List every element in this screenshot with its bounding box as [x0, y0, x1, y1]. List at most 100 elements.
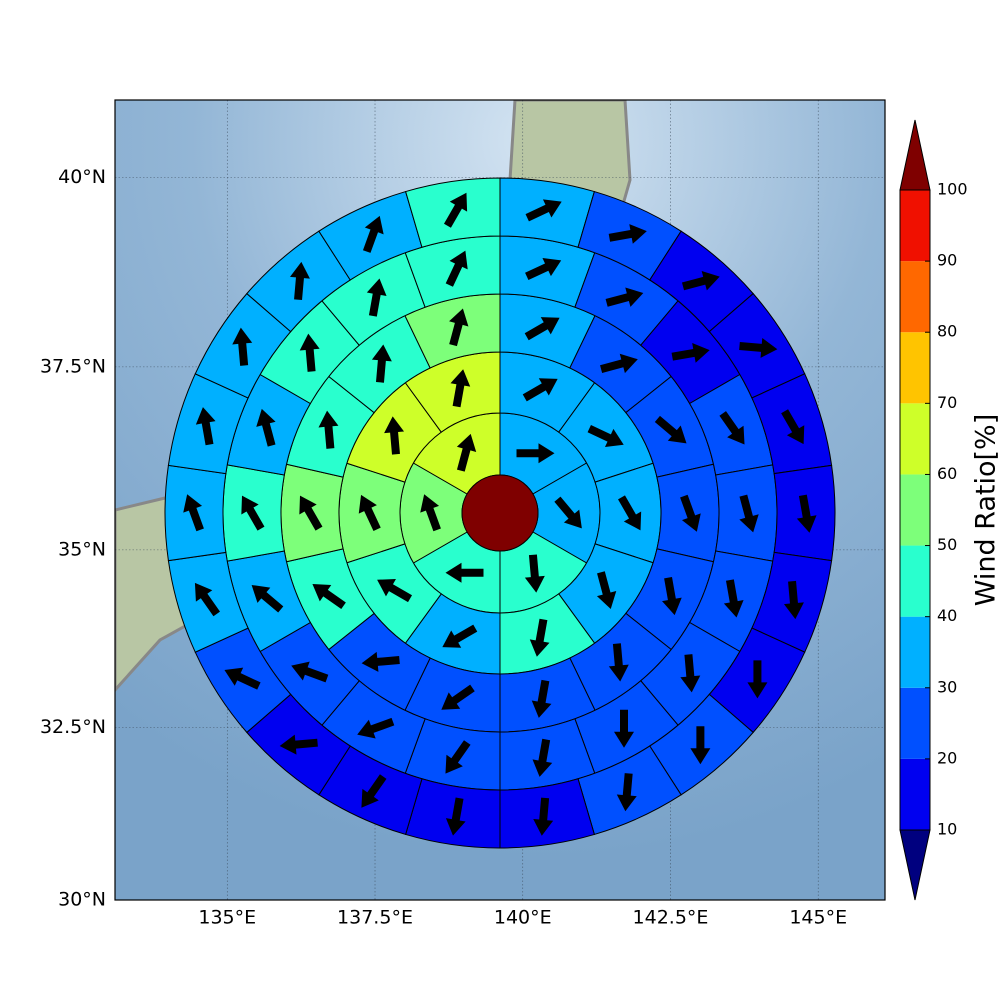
- wind-arrow: [289, 261, 310, 301]
- wind-arrow: [681, 271, 720, 291]
- wind-arrow: [608, 643, 629, 682]
- wind-arrow: [232, 327, 253, 366]
- ring-cell: [404, 778, 501, 849]
- wind-arrow: [449, 308, 469, 347]
- colorbar-over: [899, 119, 931, 191]
- wind-arrow: [450, 369, 471, 408]
- wind-arrow: [662, 577, 682, 616]
- wind-arrow: [299, 333, 320, 372]
- wind-arrow: [256, 408, 276, 447]
- wind-arrow: [532, 738, 553, 777]
- wind-arrow: [366, 278, 387, 317]
- wind-arrow: [357, 717, 395, 739]
- colorbar-tick-label: 50: [937, 535, 957, 554]
- colorbar-bin: [900, 545, 930, 617]
- colorbar-tick-label: 20: [937, 748, 957, 767]
- wind-arrow: [690, 726, 711, 765]
- colorbar-tick-label: 40: [937, 606, 957, 625]
- wind-arrow: [516, 443, 555, 464]
- y-tick-label: 37.5°N: [40, 355, 106, 377]
- wind-arrow: [443, 192, 468, 228]
- wind-arrow: [600, 353, 638, 374]
- wind-arrow: [251, 584, 284, 613]
- wind-arrow: [614, 709, 634, 748]
- wind-arrow: [361, 774, 387, 808]
- wind-arrow: [377, 579, 413, 603]
- wind-arrow: [279, 734, 318, 755]
- wind-arrow: [654, 415, 687, 444]
- wind-arrow: [525, 199, 562, 222]
- wind-arrow: [723, 579, 744, 618]
- wind-arrow: [291, 661, 329, 683]
- wind-arrow: [442, 624, 478, 648]
- wind-arrow: [531, 679, 552, 718]
- x-tick-label: 140°E: [494, 907, 552, 929]
- wind-arrow: [529, 618, 550, 657]
- colorbar-label: Wind Ratio[%]: [971, 414, 1000, 606]
- wind-arrow: [312, 583, 346, 610]
- wind-arrow: [318, 410, 339, 449]
- wind-arrow: [183, 494, 204, 532]
- wind-arrow: [299, 495, 323, 531]
- wind-arrow: [680, 494, 701, 532]
- colorbar-tick-label: 30: [937, 677, 957, 696]
- polar-grid: [164, 177, 836, 849]
- colorbar-frame: [899, 189, 931, 831]
- wind-arrow: [445, 562, 484, 583]
- colorbar-under: [899, 829, 931, 901]
- colorbar-tick-label: 10: [937, 820, 957, 839]
- wind-arrow: [194, 582, 220, 617]
- wind-arrow: [524, 317, 560, 341]
- wind-arrow: [358, 494, 381, 532]
- colorbar-tick-label: 80: [937, 322, 957, 341]
- wind-arrow: [747, 660, 768, 699]
- map-frame: [114, 99, 886, 901]
- wind-arrow: [719, 411, 745, 445]
- wind-arrow: [680, 654, 701, 693]
- colorbar-bin: [900, 687, 930, 759]
- wind-arrow: [445, 740, 471, 774]
- axes: 135°E 137.5°E 140°E 142.5°E 145°E 30°N 32.5°N 3…: [40, 166, 847, 928]
- y-tick-label: 32.5°N: [40, 716, 106, 738]
- center-cell: [461, 474, 539, 552]
- wind-arrow: [554, 496, 582, 529]
- x-tick-label: 135°E: [198, 907, 256, 929]
- wind-arrow: [384, 416, 405, 455]
- colorbar-bin: [900, 616, 930, 688]
- wind-arrow: [456, 433, 477, 472]
- wind-arrow: [616, 773, 637, 812]
- wind-arrow: [618, 495, 642, 531]
- wind-arrow: [524, 554, 545, 593]
- colorbar-bin: [900, 758, 930, 830]
- colorbar-tick-label: 90: [937, 251, 957, 270]
- x-tick-label: 137.5°E: [337, 907, 413, 929]
- wind-arrow: [608, 224, 647, 244]
- wind-arrow: [605, 287, 644, 307]
- x-tick-label: 145°E: [789, 907, 847, 929]
- wind-arrow: [739, 337, 778, 358]
- colorbar-tick-label: 70: [937, 393, 957, 412]
- wind-arrow: [445, 797, 466, 836]
- y-tick-label: 30°N: [58, 889, 106, 911]
- wind-arrow: [522, 378, 558, 402]
- colorbar-tick-label: 100: [937, 180, 968, 199]
- wind-arrow: [533, 797, 554, 836]
- colorbar-bin: [900, 261, 930, 333]
- wind-arrow: [596, 571, 617, 610]
- wind-arrow: [241, 495, 265, 531]
- wind-arrow: [796, 494, 817, 533]
- wind-arrow: [361, 651, 400, 672]
- wind-arrow: [781, 409, 805, 445]
- colorbar-bin: [900, 474, 930, 546]
- x-tick-label: 142.5°E: [633, 907, 709, 929]
- wind-arrow: [671, 343, 710, 363]
- wind-arrow: [420, 494, 441, 532]
- wind-arrow: [362, 215, 384, 253]
- wind-arrow: [525, 258, 562, 281]
- y-tick-label: 40°N: [58, 166, 106, 188]
- wind-arrow: [739, 494, 759, 533]
- wind-arrow: [371, 344, 392, 383]
- y-tick-label: 35°N: [58, 538, 106, 560]
